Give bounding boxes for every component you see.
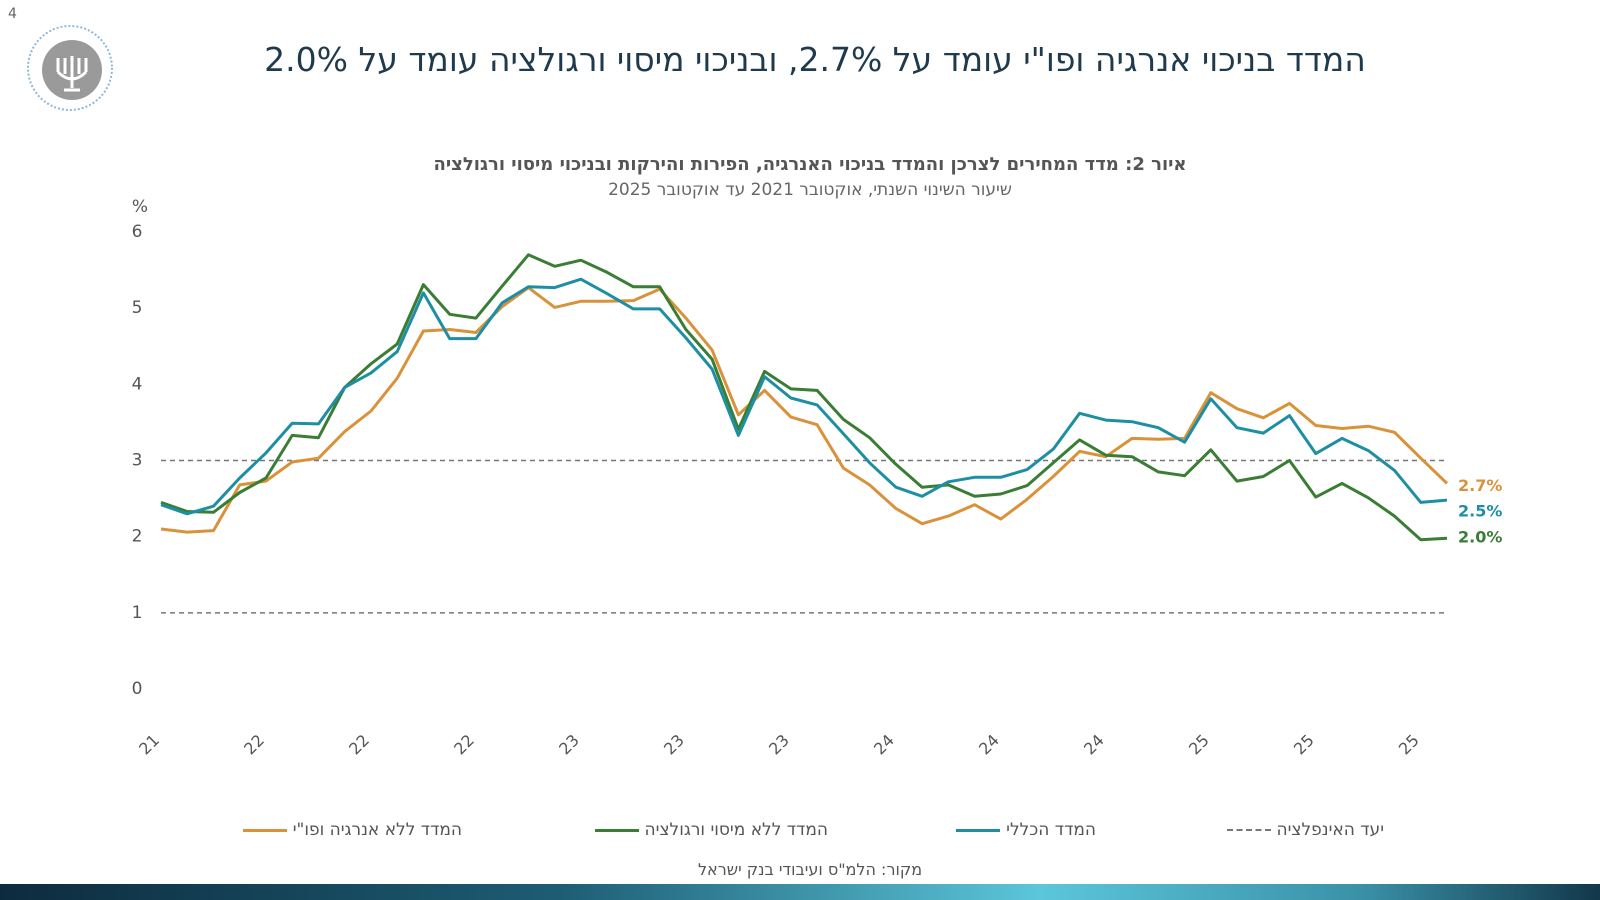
y-tick-label: 3 [132,451,143,471]
y-axis-label: % [132,197,148,217]
x-tick-label: 24 [975,731,1003,759]
chart-title: איור 2: מדד המחירים לצרכן והמדד בניכוי ה… [433,154,1187,175]
series-line [160,253,1448,542]
x-tick-label: 23 [660,731,688,759]
slide-title: המדד בניכוי אנרגיה ופו"י עומד על 2.7%, ו… [264,40,1366,79]
logo [27,25,113,111]
legend-label: המדד הכללי [1006,820,1096,840]
x-tick-label: 21 [135,731,163,759]
legend-swatch [1226,829,1271,831]
x-tick-label: 25 [1395,731,1423,759]
x-tick-label: 22 [450,731,478,759]
y-tick-label: 4 [132,374,143,394]
page-number: 4 [8,6,17,22]
legend-item: המדד הכללי [956,820,1096,840]
end-label: 2.7% [1458,476,1502,495]
x-tick-label: 25 [1185,731,1213,759]
series-line [160,286,1449,534]
footer-bar [0,884,1600,900]
x-tick-label: 24 [870,731,898,759]
legend-swatch [956,828,1001,832]
x-tick-label: 24 [1080,731,1108,759]
end-label: 2.5% [1458,502,1502,521]
series-line [160,277,1448,516]
y-tick-label: 1 [132,603,143,623]
chart-subtitle: שיעור השינוי השנתי, אוקטובר 2021 עד אוקט… [608,180,1012,200]
y-tick-label: 0 [132,679,143,699]
legend-item: יעד האינפלציה [1226,820,1384,840]
source-note: מקור: הלמ"ס ועיבודי בנק ישראל [697,860,923,879]
y-tick-label: 2 [132,527,143,547]
x-tick-label: 22 [240,731,268,759]
legend-label: יעד האינפלציה [1276,820,1384,840]
y-tick-label: 5 [132,298,143,318]
x-tick-label: 23 [765,731,793,759]
end-label: 2.0% [1458,528,1502,547]
x-tick-label: 23 [555,731,583,759]
legend-swatch [594,828,639,832]
legend-item: המדד ללא מיסוי ורגולציה [594,820,828,840]
legend-label: המדד ללא מיסוי ורגולציה [644,820,828,840]
y-tick-label: 6 [132,222,143,242]
x-tick-label: 25 [1290,731,1318,759]
x-tick-label: 22 [345,731,373,759]
legend-swatch [242,828,287,832]
legend-item: המדד ללא אנרגיה ופו"י [242,820,462,840]
legend-label: המדד ללא אנרגיה ופו"י [292,820,462,840]
